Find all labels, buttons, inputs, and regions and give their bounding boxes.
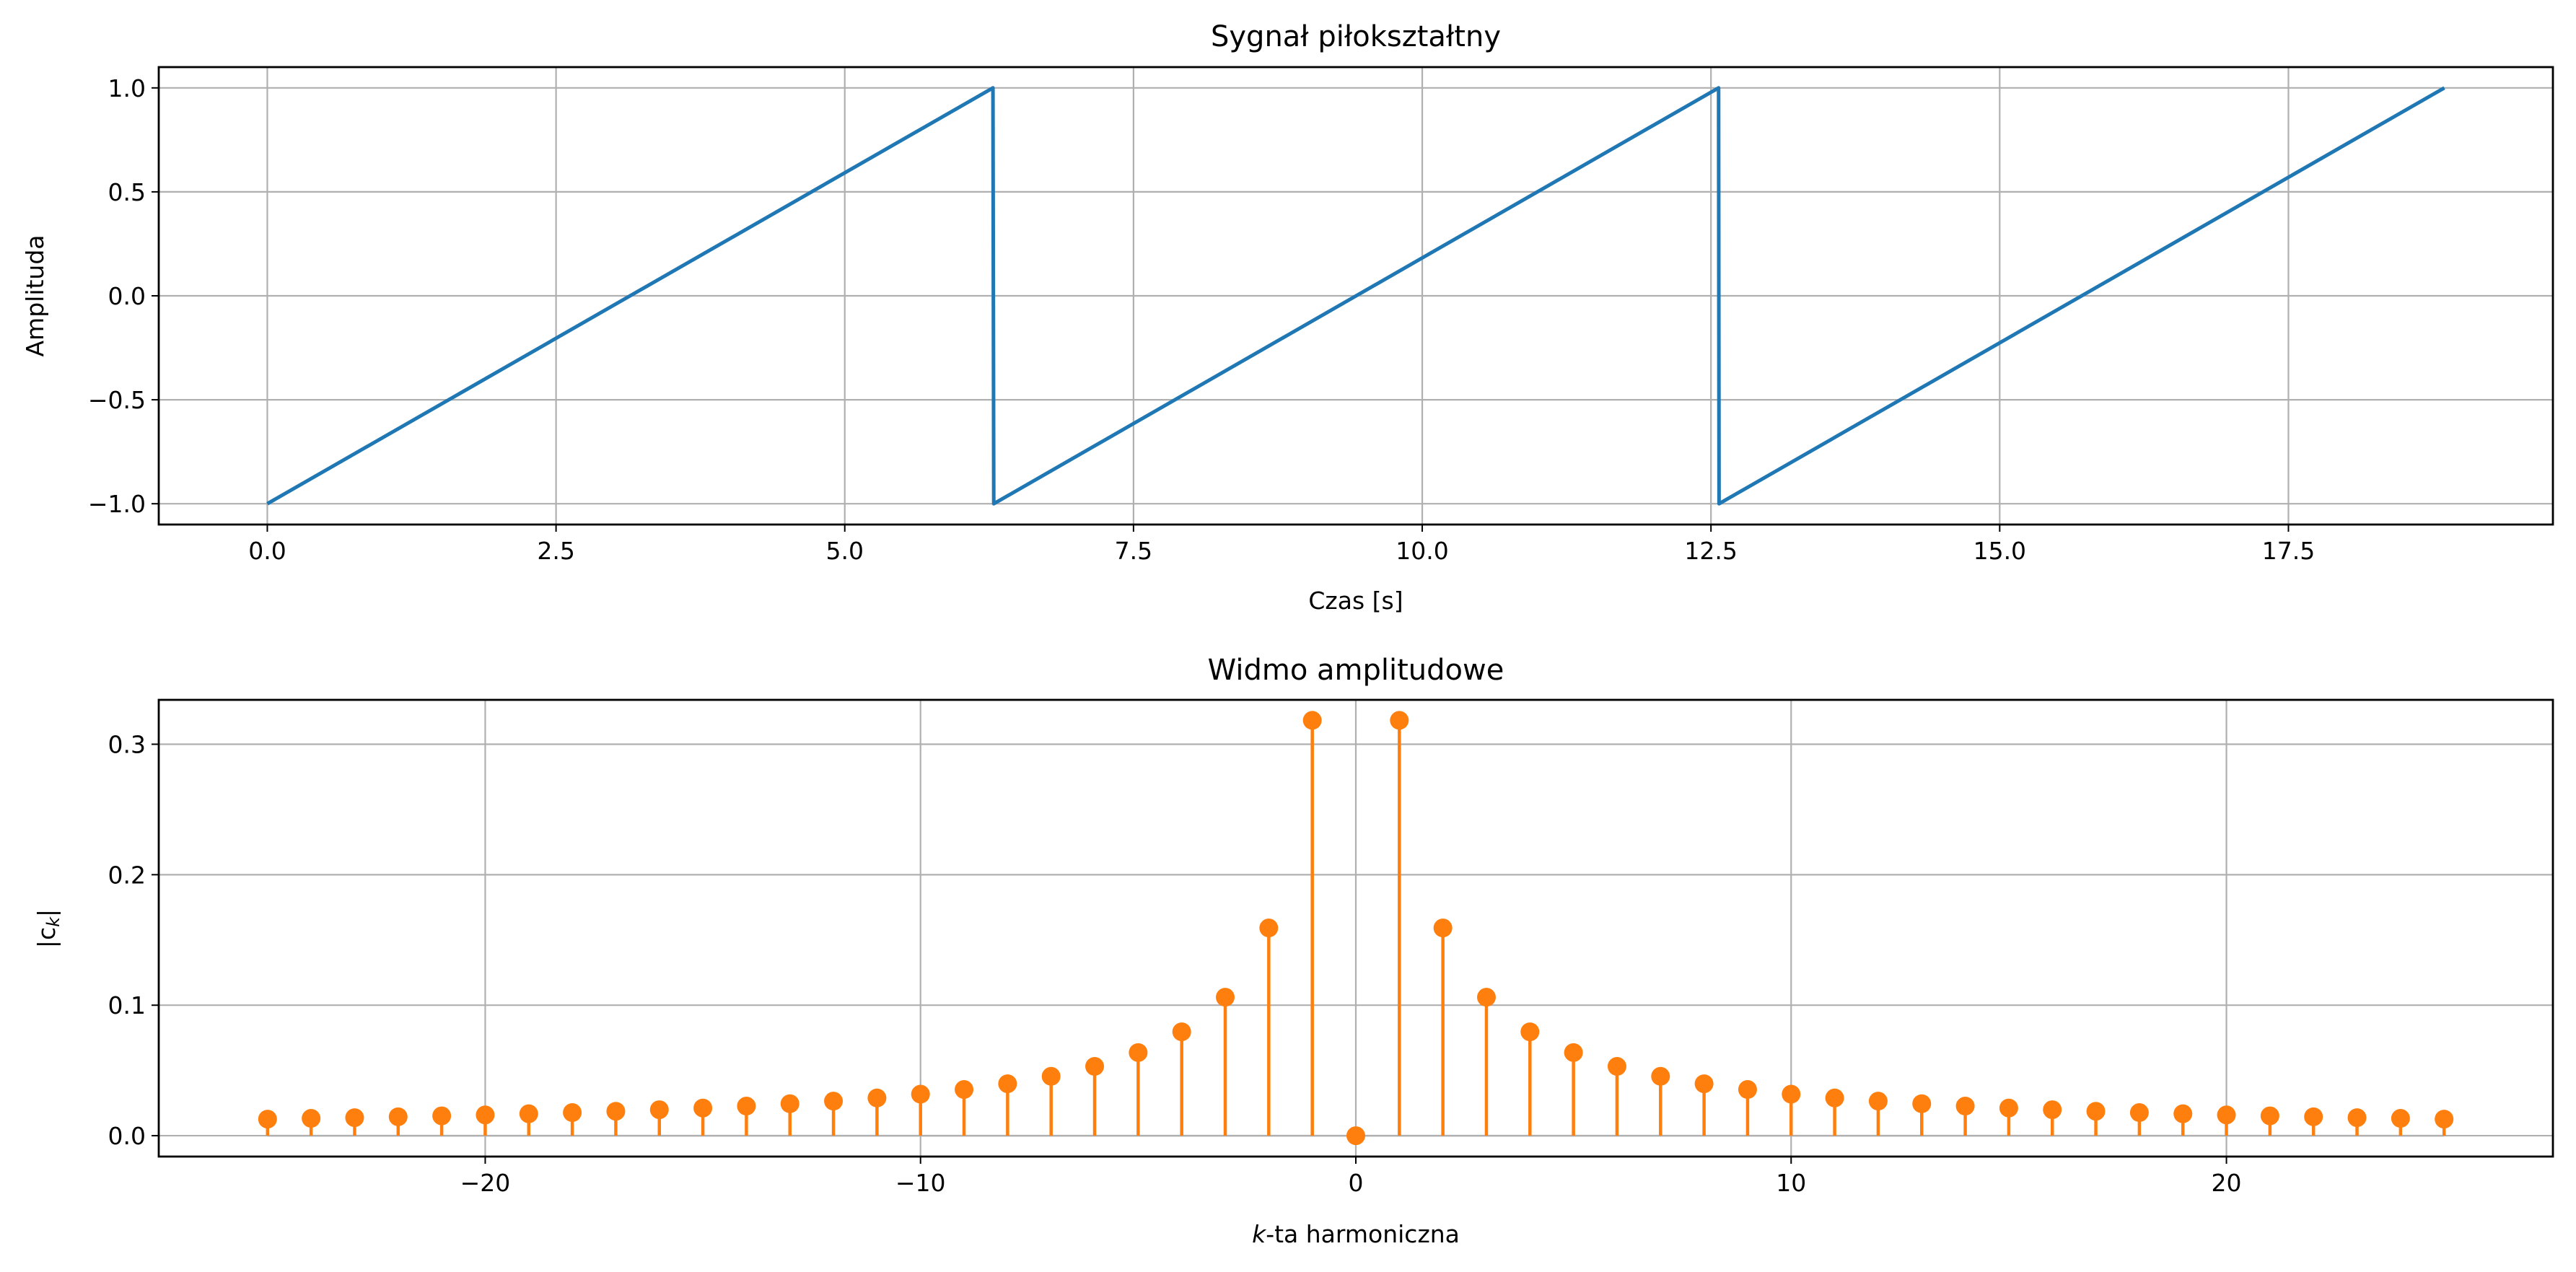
stem-marker: [1129, 1043, 1148, 1062]
stem-marker: [1651, 1066, 1670, 1086]
stem-marker: [432, 1106, 452, 1126]
stem-marker: [2086, 1102, 2106, 1121]
x-tick-label: 20: [2212, 1169, 2242, 1197]
stem-marker: [780, 1094, 799, 1113]
x-tick-label: 12.5: [1684, 537, 1737, 565]
stem-marker: [388, 1107, 408, 1126]
stem-marker: [1433, 918, 1453, 938]
stem-marker: [649, 1100, 669, 1120]
stem-marker: [1782, 1084, 1801, 1104]
stem-marker: [606, 1102, 626, 1121]
stem-marker: [2260, 1106, 2279, 1126]
y-tick-label: 0.1: [108, 991, 146, 1019]
stem-marker: [1694, 1074, 1714, 1094]
x-tick-label: −10: [895, 1169, 946, 1197]
x-tick-label: 15.0: [1973, 537, 2026, 565]
stem-marker: [563, 1103, 582, 1123]
x-tick-label: −20: [460, 1169, 511, 1197]
stem-marker: [1172, 1022, 1191, 1042]
stem-marker: [519, 1104, 538, 1123]
grid: [159, 700, 2553, 1157]
stem-marker: [1607, 1057, 1626, 1076]
stem-marker: [824, 1092, 844, 1111]
x-tick-label: 10: [1776, 1169, 1806, 1197]
y-tick-label: 0.2: [108, 861, 146, 889]
grid: [159, 67, 2553, 525]
x-tick-label: 0: [1349, 1169, 1364, 1197]
y-tick-label: 1.0: [108, 74, 146, 102]
stem-marker: [1041, 1066, 1061, 1086]
stem-marker: [2391, 1109, 2410, 1128]
x-axis-label: k-ta harmoniczna: [1252, 1220, 1460, 1248]
stem-marker: [1302, 711, 1322, 730]
stem-marker: [1346, 1126, 1365, 1146]
stem-marker: [693, 1098, 713, 1118]
stem-marker: [2129, 1103, 2149, 1123]
spectrum-chart: Widmo amplitudowe k-ta harmoniczna |ck| …: [32, 654, 2554, 1248]
axes-frame: [157, 698, 2554, 1158]
stem-marker: [1738, 1080, 1757, 1100]
stem-marker: [1564, 1043, 1583, 1062]
stem-marker: [2304, 1107, 2323, 1126]
y-tick-label: 0.3: [108, 730, 146, 758]
y-axis-label: Amplituda: [21, 234, 49, 356]
y-tick-label: 0.0: [108, 282, 146, 310]
stem-marker: [258, 1110, 277, 1129]
chart-title: Widmo amplitudowe: [1208, 654, 1504, 687]
axes-frame: [157, 66, 2554, 526]
y-axis-label-sub: k: [43, 916, 63, 927]
y-tick-label: 0.5: [108, 178, 146, 206]
y-axis-label-end: |: [32, 909, 61, 917]
stem-marker: [1868, 1092, 1888, 1111]
x-axis-label-text: -ta harmoniczna: [1266, 1220, 1460, 1248]
stem-marker: [737, 1097, 756, 1116]
stem-marker: [2173, 1104, 2193, 1123]
x-tick-label: 2.5: [537, 537, 574, 565]
sawtooth-chart: Sygnał piłokształtny Czas [s] Amplituda …: [21, 20, 2554, 615]
stem-marker: [2043, 1100, 2062, 1120]
stem-marker: [1390, 711, 1409, 730]
stem-marker: [2217, 1105, 2236, 1125]
stem-marker: [1825, 1088, 1844, 1107]
stem-marker: [1216, 988, 1235, 1007]
chart-title: Sygnał piłokształtny: [1211, 20, 1501, 53]
x-tick-label: 7.5: [1115, 537, 1152, 565]
stem-marker: [1476, 988, 1496, 1007]
stem-marker: [1955, 1097, 1975, 1116]
y-tick-label: −0.5: [88, 386, 146, 414]
stem-marker: [345, 1108, 364, 1128]
stem-marker: [911, 1084, 930, 1104]
stem-marker: [955, 1080, 974, 1100]
x-tick-label: 0.0: [248, 537, 286, 565]
x-tick-label: 10.0: [1396, 537, 1448, 565]
stem-marker: [1259, 918, 1279, 938]
stem-marker: [1520, 1022, 1540, 1042]
stem-marker: [302, 1109, 321, 1128]
x-tick-label: 5.0: [826, 537, 864, 565]
x-tick-label: 17.5: [2262, 537, 2315, 565]
stem-marker: [2435, 1110, 2454, 1129]
stem-marker: [2347, 1108, 2367, 1128]
stem-marker: [1999, 1098, 2018, 1118]
y-tick-label: 0.0: [108, 1122, 146, 1150]
y-axis-label: |ck|: [32, 909, 63, 948]
x-axis-label-k: k: [1252, 1220, 1267, 1248]
x-axis-label: Czas [s]: [1308, 587, 1403, 615]
y-axis-label-base: |c: [32, 927, 61, 948]
y-tick-label: −1.0: [88, 490, 146, 518]
stem-marker: [1912, 1094, 1932, 1113]
stem-marker: [998, 1074, 1017, 1094]
stem-marker: [1085, 1057, 1105, 1076]
stem-marker: [476, 1105, 495, 1125]
stem-marker: [867, 1088, 887, 1107]
sawtooth-line: [266, 86, 2445, 506]
